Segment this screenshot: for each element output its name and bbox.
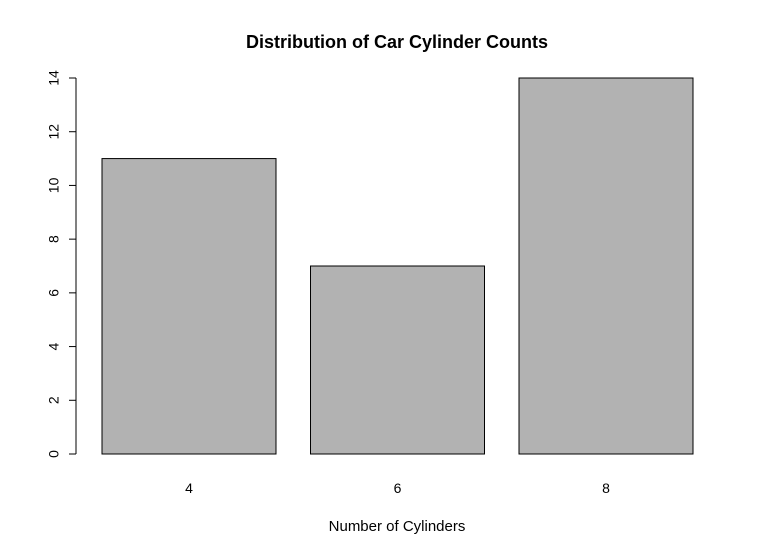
y-axis: 0 2 4 6 8 10 12 14 <box>46 70 77 458</box>
bar-4 <box>101 158 277 455</box>
x-tick-labels: 4 6 8 <box>185 480 610 496</box>
y-tick-label: 0 <box>46 450 62 458</box>
y-tick-label: 2 <box>46 396 62 404</box>
y-tick-label: 6 <box>46 289 62 297</box>
bars <box>101 77 694 455</box>
bar-8 <box>518 77 694 455</box>
y-tick-label: 8 <box>46 235 62 243</box>
y-tick-label: 14 <box>46 70 62 86</box>
y-tick-label: 10 <box>46 177 62 193</box>
x-tick-label: 6 <box>394 480 402 496</box>
y-tick-label: 4 <box>46 342 62 350</box>
x-axis-label: Number of Cylinders <box>329 518 466 535</box>
y-tick-label: 12 <box>46 124 62 140</box>
x-tick-label: 4 <box>185 480 193 496</box>
chart-title: Distribution of Car Cylinder Counts <box>246 32 548 52</box>
bar-6 <box>310 265 485 455</box>
x-tick-label: 8 <box>602 480 610 496</box>
